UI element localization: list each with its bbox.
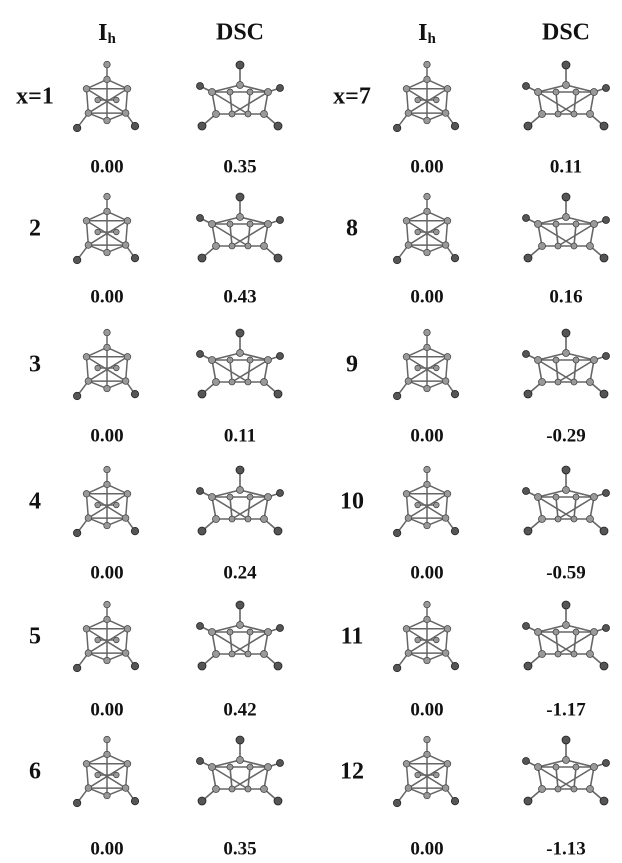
row-label: 4 [29, 489, 41, 515]
header-sub: h [108, 31, 117, 47]
energy-value: 0.16 [549, 286, 582, 307]
cluster-dsc [523, 193, 610, 262]
column-header: DSC [216, 20, 264, 46]
row-label: 11 [341, 624, 364, 650]
cluster-ih [73, 466, 138, 536]
energy-value: 0.00 [410, 562, 443, 583]
row-label: 6 [29, 759, 41, 785]
cluster-dsc [523, 736, 610, 805]
header-main: I [98, 20, 107, 46]
column-header: DSC [542, 20, 590, 46]
row-label: 8 [346, 216, 358, 242]
energy-value: 0.00 [90, 156, 123, 177]
cluster-ih [393, 61, 458, 131]
cluster-ih [393, 601, 458, 671]
cluster-dsc [523, 601, 610, 670]
energy-value: 0.00 [90, 286, 123, 307]
cluster-ih [393, 193, 458, 263]
energy-value: 0.00 [410, 156, 443, 177]
energy-value: -1.13 [546, 838, 586, 859]
energy-value: 0.00 [90, 425, 123, 446]
column-header: Ih [418, 20, 436, 48]
cluster-dsc [197, 601, 284, 670]
energy-value: 0.24 [223, 562, 257, 583]
energy-value: 0.11 [224, 425, 256, 446]
figure: Ih DSC x=1 0.00 0.35 2 0.00 0.43 3 0.00 0.11 4 0.00 0… [0, 0, 622, 863]
energy-value: 0.00 [90, 838, 123, 859]
cluster-ih [73, 61, 138, 131]
row-label: 2 [29, 216, 41, 242]
energy-value: 0.00 [90, 562, 123, 583]
cluster-dsc [197, 193, 284, 262]
cluster-dsc [523, 329, 610, 398]
energy-value: 0.00 [410, 838, 443, 859]
cluster-ih [73, 329, 138, 399]
energy-value: 0.00 [90, 699, 123, 720]
energy-value: 0.42 [223, 699, 256, 720]
energy-value: 0.43 [223, 286, 256, 307]
cluster-ih [393, 329, 458, 399]
energy-value: -0.29 [546, 425, 586, 446]
column-header: Ih [98, 20, 116, 48]
cluster-ih [73, 601, 138, 671]
row-label: 9 [346, 352, 358, 378]
cluster-ih [393, 466, 458, 536]
cluster-ih [73, 736, 138, 806]
row-label: x=7 [333, 84, 371, 110]
header-sub: h [428, 31, 437, 47]
energy-value: -1.17 [546, 699, 586, 720]
energy-value: 0.00 [410, 286, 443, 307]
row-label: 12 [340, 759, 364, 785]
cluster-ih [393, 736, 458, 806]
row-label: 10 [340, 489, 364, 515]
cluster-dsc [523, 466, 610, 535]
cluster-dsc [197, 329, 284, 398]
energy-value: 0.35 [223, 156, 256, 177]
energy-value: 0.00 [410, 699, 443, 720]
row-label: x=1 [16, 84, 54, 110]
cluster-dsc [197, 61, 284, 130]
cluster-dsc [197, 466, 284, 535]
energy-value: 0.35 [223, 838, 256, 859]
energy-value: 0.11 [550, 156, 582, 177]
cluster-dsc [523, 61, 610, 130]
header-main: I [418, 20, 427, 46]
row-label: 5 [29, 624, 41, 650]
cluster-ih [73, 193, 138, 263]
cluster-dsc [197, 736, 284, 805]
row-label: 3 [29, 352, 41, 378]
energy-value: -0.59 [546, 562, 586, 583]
energy-value: 0.00 [410, 425, 443, 446]
